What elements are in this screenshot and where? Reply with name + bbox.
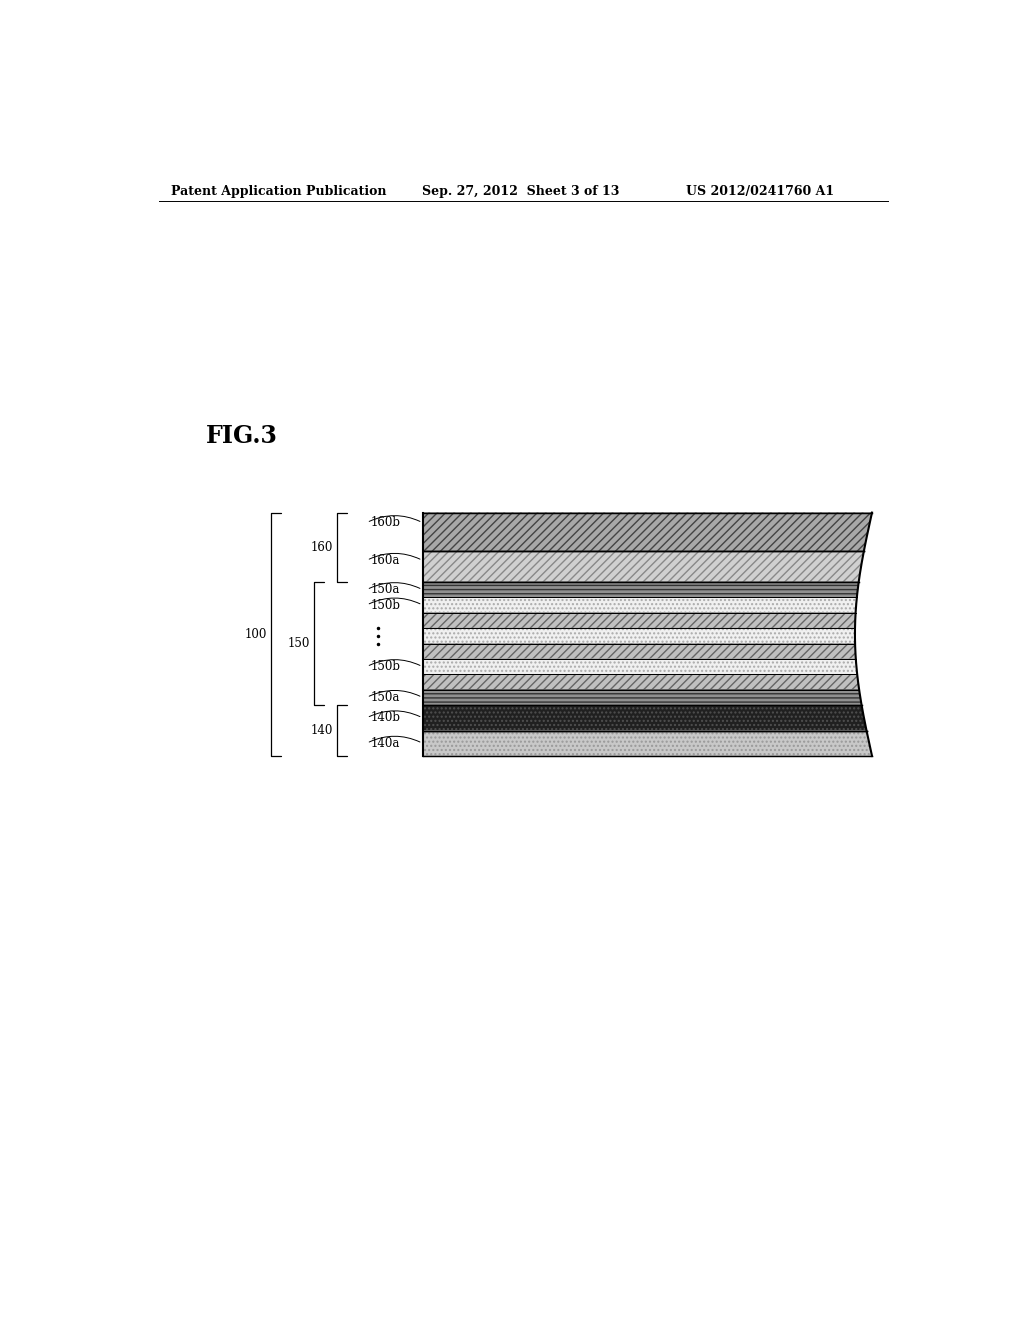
Polygon shape <box>423 730 872 756</box>
Text: 100: 100 <box>245 628 267 640</box>
Text: 150b: 150b <box>371 598 400 611</box>
Polygon shape <box>423 582 859 598</box>
Polygon shape <box>423 644 856 659</box>
Polygon shape <box>423 659 857 675</box>
Polygon shape <box>423 552 864 582</box>
Polygon shape <box>423 598 857 612</box>
Text: 160a: 160a <box>371 554 400 566</box>
Text: 150: 150 <box>288 638 310 649</box>
Text: US 2012/0241760 A1: US 2012/0241760 A1 <box>686 185 835 198</box>
Polygon shape <box>423 512 872 552</box>
Polygon shape <box>423 690 861 705</box>
Text: 150a: 150a <box>371 583 400 597</box>
Text: 140b: 140b <box>371 711 400 725</box>
Polygon shape <box>423 628 855 644</box>
Text: 140: 140 <box>311 723 334 737</box>
Polygon shape <box>423 612 856 628</box>
Text: 150a: 150a <box>371 690 400 704</box>
Text: FIG.3: FIG.3 <box>206 424 278 447</box>
Text: 160: 160 <box>311 541 334 554</box>
Text: Patent Application Publication: Patent Application Publication <box>171 185 386 198</box>
Text: 160b: 160b <box>371 516 400 529</box>
Text: 150b: 150b <box>371 660 400 673</box>
Polygon shape <box>423 675 859 690</box>
Text: Sep. 27, 2012  Sheet 3 of 13: Sep. 27, 2012 Sheet 3 of 13 <box>423 185 620 198</box>
Text: 140a: 140a <box>371 737 400 750</box>
Polygon shape <box>423 705 866 730</box>
